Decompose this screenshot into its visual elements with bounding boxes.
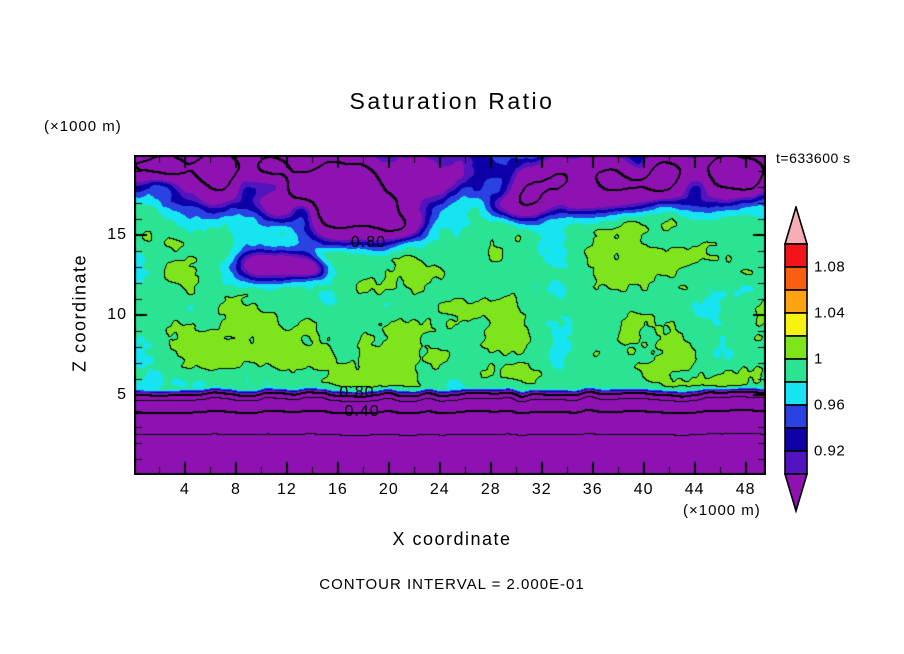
y-tick-label: 10 [107, 306, 127, 323]
contour-field-canvas [134, 155, 766, 475]
x-tick-label: 32 [531, 481, 552, 498]
x-tick-label: 40 [633, 481, 654, 498]
colorbar-segment [784, 312, 808, 337]
contour-value-label: 0.40 [344, 402, 380, 420]
colorbar-tick-label: 0.96 [814, 396, 846, 414]
colorbar-tick-label: 0.92 [814, 442, 846, 460]
colorbar-segment [784, 427, 808, 452]
colorbar-segment [784, 266, 808, 291]
colorbar-segment [784, 358, 808, 383]
colorbar-tick-label: 1 [814, 350, 823, 368]
colorbar-segment [784, 450, 808, 475]
contour-value-label: 0.80 [339, 384, 375, 402]
x-tick-label: 8 [230, 481, 241, 498]
x-tick-label: 12 [276, 481, 297, 498]
colorbar-lower-arrow [783, 473, 809, 514]
contour-value-label: 0.80 [350, 234, 387, 251]
x-tick-label: 24 [429, 481, 450, 498]
contour-interval-caption: CONTOUR INTERVAL = 2.000E-01 [319, 576, 585, 593]
colorbar-tick-label: 1.08 [814, 258, 846, 276]
y-axis-units-label: (×1000 m) [44, 118, 122, 135]
x-tick-label: 36 [582, 481, 603, 498]
y-tick-label: 15 [107, 226, 127, 243]
colorbar-upper-arrow [783, 206, 809, 245]
colorbar-segment [784, 404, 808, 429]
colorbar-segment [784, 243, 808, 268]
x-tick-label: 48 [735, 481, 756, 498]
colorbar-segment [784, 335, 808, 360]
colorbar-segment [784, 381, 808, 406]
page-title: Saturation Ratio [349, 88, 555, 114]
x-tick-label: 44 [684, 481, 705, 498]
colorbar [783, 206, 809, 514]
colorbar-segment [784, 289, 808, 314]
x-tick-label: 28 [480, 481, 501, 498]
timestamp-label: t=633600 s [776, 150, 851, 166]
x-tick-label: 16 [327, 481, 348, 498]
colorbar-tick-label: 1.04 [814, 304, 846, 322]
x-tick-label: 20 [378, 481, 399, 498]
y-tick-label: 5 [117, 386, 127, 403]
x-axis-units-label: (×1000 m) [683, 502, 761, 519]
x-tick-label: 4 [180, 481, 190, 498]
x-axis-title: X coordinate [392, 529, 512, 549]
